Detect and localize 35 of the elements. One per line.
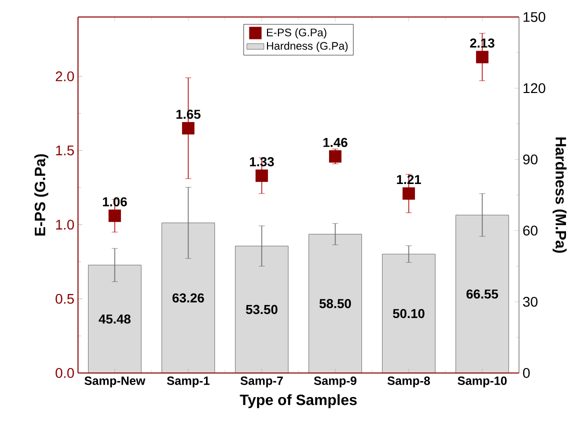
point — [108, 210, 121, 222]
data-label: 63.26 — [172, 293, 204, 303]
y-tick-label: 0.0 — [56, 368, 74, 378]
point — [402, 187, 415, 200]
data-label: 45.48 — [98, 314, 131, 324]
point — [182, 122, 194, 134]
x-tick-label: Samp-New — [84, 376, 146, 388]
data-label: 58.50 — [319, 298, 351, 308]
data-label: 53.50 — [246, 304, 278, 314]
legend-label: Hardness (G.Pa) — [267, 42, 348, 52]
y-tick-label: 0.5 — [56, 294, 74, 304]
x-tick-label: Samp-8 — [388, 376, 430, 388]
y2-tick-label: 0 — [523, 368, 530, 378]
y2-tick-label: 90 — [523, 154, 538, 164]
x-tick-label: Samp-1 — [167, 376, 210, 388]
legend-label: E-PS (G.Pa) — [267, 28, 326, 39]
y-tick-label: 2.0 — [56, 71, 74, 82]
data-label: 50.10 — [392, 308, 424, 318]
y-tick-label: 1.0 — [56, 220, 74, 230]
x-axis-title: Type of Samples — [240, 394, 357, 408]
point — [329, 150, 342, 163]
y-tick-label: 1.5 — [56, 146, 74, 156]
x-tick-label: Samp-9 — [314, 376, 356, 388]
x-tick-label: Samp-7 — [240, 376, 283, 388]
y2-axis-title: Hardness (M.Pa) — [552, 137, 567, 253]
point — [476, 50, 488, 64]
data-label: 1.46 — [323, 138, 348, 148]
y2-tick-label: 120 — [524, 83, 546, 94]
data-label: 66.55 — [466, 289, 498, 299]
point — [256, 170, 268, 182]
x-tick-label: Samp-10 — [458, 376, 507, 388]
y2-tick-label: 30 — [523, 296, 538, 307]
y2-tick-label: 150 — [524, 12, 546, 22]
y-axis-title: E-PS (G.Pa) — [34, 154, 48, 236]
y2-tick-label: 60 — [523, 226, 538, 236]
